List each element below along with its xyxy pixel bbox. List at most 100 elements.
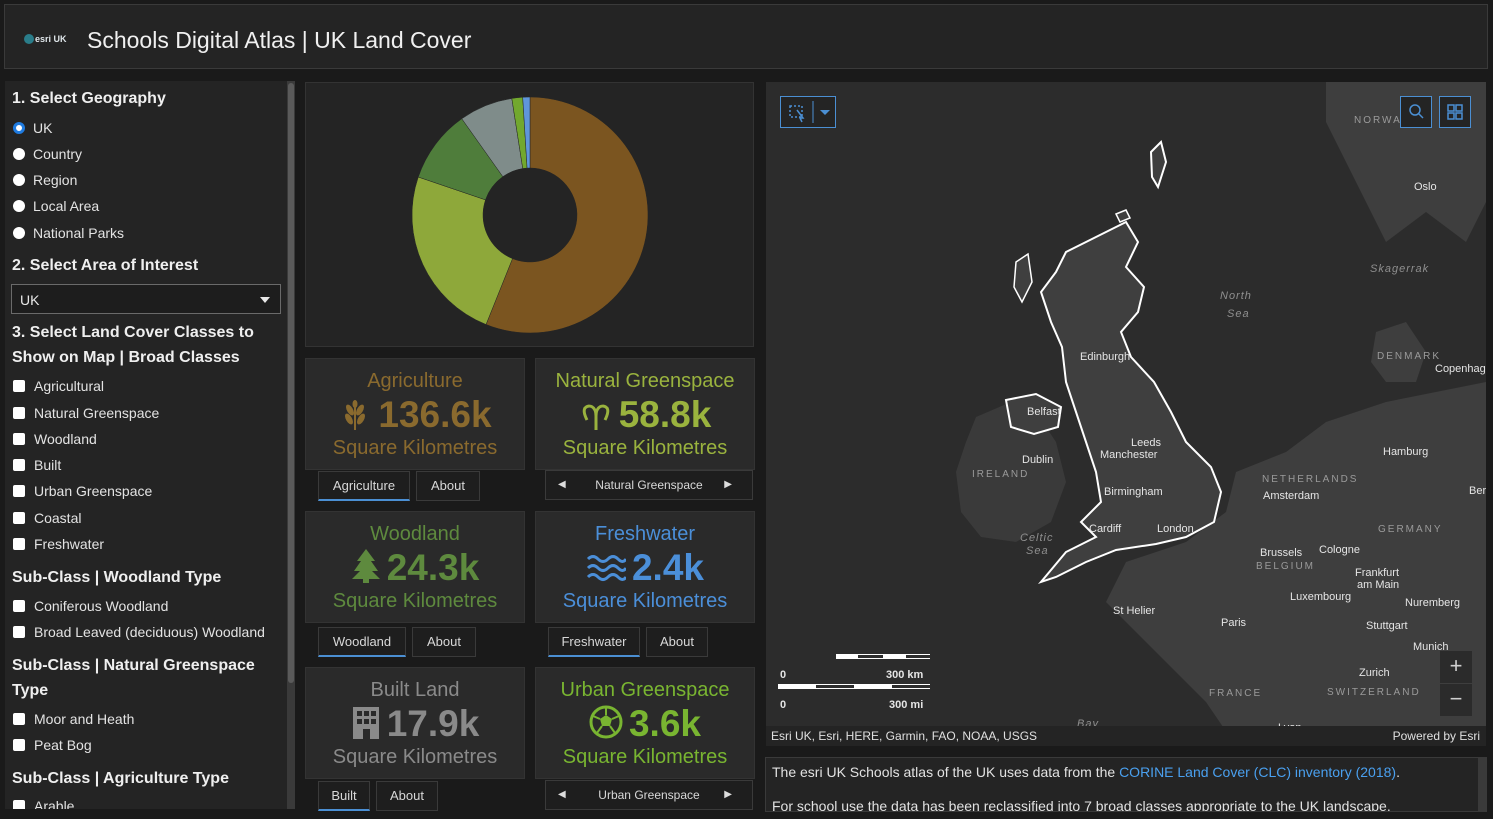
tab-about[interactable]: About bbox=[416, 471, 480, 501]
class-checkbox-urban-greenspace[interactable]: Urban Greenspace bbox=[13, 482, 152, 500]
woodland-checkbox-broadleaved[interactable]: Broad Leaved (deciduous) Woodland bbox=[13, 623, 265, 641]
checkbox[interactable] bbox=[13, 380, 25, 392]
class-checkbox-woodland[interactable]: Woodland bbox=[13, 430, 97, 448]
card-value-row: 3.6k bbox=[536, 703, 754, 745]
checkbox[interactable] bbox=[13, 512, 25, 524]
card-value-row: 24.3k bbox=[306, 547, 524, 589]
map-label: BELGIUM bbox=[1256, 561, 1316, 572]
water-icon bbox=[586, 555, 628, 581]
checkbox[interactable] bbox=[13, 626, 25, 638]
greenspace-checkbox-moor[interactable]: Moor and Heath bbox=[13, 710, 134, 728]
class-checkbox-coastal[interactable]: Coastal bbox=[13, 509, 81, 527]
checkbox[interactable] bbox=[13, 433, 25, 445]
checkbox[interactable] bbox=[13, 459, 25, 471]
map-label: St Helier bbox=[1113, 605, 1156, 617]
class-checkbox-freshwater[interactable]: Freshwater bbox=[13, 535, 104, 553]
map-label: Celtic bbox=[1020, 532, 1054, 544]
radio[interactable] bbox=[13, 200, 25, 212]
card-value: 3.6k bbox=[628, 703, 701, 744]
zoom-out-button[interactable]: − bbox=[1440, 684, 1472, 716]
agri-checkbox-arable[interactable]: Arable bbox=[13, 797, 74, 809]
class-checkbox-agricultural[interactable]: Agricultural bbox=[13, 377, 104, 395]
powered-by-link[interactable]: Powered by Esri bbox=[1392, 729, 1480, 743]
map-label: IRELAND bbox=[972, 469, 1030, 480]
geo-option-national-parks[interactable]: National Parks bbox=[13, 224, 124, 242]
map-search-button[interactable] bbox=[1400, 96, 1432, 128]
info-scrollbar[interactable] bbox=[1478, 758, 1486, 811]
tree-icon bbox=[351, 549, 380, 583]
geo-option-country[interactable]: Country bbox=[13, 145, 82, 163]
plus-icon: + bbox=[1449, 653, 1463, 678]
map-label: Paris bbox=[1221, 617, 1247, 629]
tab-about[interactable]: About bbox=[376, 781, 438, 811]
select-tool-button[interactable] bbox=[780, 96, 836, 128]
sidebar-scrollbar[interactable] bbox=[287, 81, 295, 809]
scrollbar-thumb[interactable] bbox=[288, 83, 294, 683]
scale-zero-km: 0 bbox=[780, 669, 787, 681]
zoom-in-button[interactable]: + bbox=[1440, 651, 1472, 683]
tab-woodland[interactable]: Woodland bbox=[318, 627, 406, 657]
esri-uk-logo: esri UK bbox=[24, 34, 67, 44]
tab-about[interactable]: About bbox=[646, 627, 708, 657]
chevron-down-icon bbox=[260, 297, 270, 303]
checkbox[interactable] bbox=[13, 713, 25, 725]
sidebar: 1. Select Geography UK Country Region Lo… bbox=[5, 81, 295, 809]
map-view[interactable]: NORWA Oslo Skagerrak North Sea DENMARK C… bbox=[766, 82, 1486, 746]
map-label: London bbox=[1157, 523, 1194, 535]
area-select[interactable]: UK bbox=[11, 284, 281, 314]
map-label: Stuttgart bbox=[1366, 620, 1408, 632]
prev-arrow-icon[interactable]: ◀ bbox=[558, 789, 566, 800]
map-basemap bbox=[956, 82, 1486, 746]
basemap-gallery-button[interactable] bbox=[1439, 96, 1471, 128]
woodland-checkbox-coniferous[interactable]: Coniferous Woodland bbox=[13, 597, 168, 615]
corine-link[interactable]: CORINE Land Cover (CLC) inventory (2018) bbox=[1119, 764, 1397, 780]
radio-selected[interactable] bbox=[13, 122, 25, 134]
checkbox[interactable] bbox=[13, 485, 25, 497]
checkbox[interactable] bbox=[13, 739, 25, 751]
tab-agriculture[interactable]: Agriculture bbox=[318, 471, 410, 501]
map-label: Amsterdam bbox=[1263, 490, 1320, 502]
checkbox[interactable] bbox=[13, 800, 25, 809]
prev-arrow-icon[interactable]: ◀ bbox=[558, 479, 566, 490]
geo-option-local-area[interactable]: Local Area bbox=[13, 197, 99, 215]
map-label: GERMANY bbox=[1378, 524, 1443, 535]
radio[interactable] bbox=[13, 227, 25, 239]
card-value: 2.4k bbox=[631, 547, 704, 588]
map-label: Cardiff bbox=[1089, 523, 1122, 535]
tab-about[interactable]: About bbox=[412, 627, 476, 657]
map-label: am Main bbox=[1357, 579, 1400, 591]
class-checkbox-built[interactable]: Built bbox=[13, 456, 61, 474]
checkbox[interactable] bbox=[13, 407, 25, 419]
tab-built[interactable]: Built bbox=[318, 781, 370, 811]
geo-option-uk[interactable]: UK bbox=[13, 119, 52, 137]
map-label: NETHERLANDS bbox=[1262, 474, 1359, 485]
checkbox[interactable] bbox=[13, 538, 25, 550]
tab-freshwater[interactable]: Freshwater bbox=[548, 627, 640, 657]
card-value-row: 58.8k bbox=[536, 394, 754, 436]
donut-slice-1[interactable] bbox=[411, 176, 513, 325]
card-unit: Square Kilometres bbox=[562, 590, 728, 612]
map-label: Copenhag bbox=[1435, 363, 1486, 375]
card-title: Woodland bbox=[370, 523, 460, 545]
radio[interactable] bbox=[13, 174, 25, 186]
card-title: Built Land bbox=[370, 679, 460, 701]
building-icon bbox=[352, 707, 379, 739]
app-header: esri UK Schools Digital Atlas | UK Land … bbox=[4, 4, 1488, 69]
greenspace-checkbox-peat[interactable]: Peat Bog bbox=[13, 736, 92, 754]
radio[interactable] bbox=[13, 148, 25, 160]
card-value: 136.6k bbox=[378, 394, 492, 435]
map-label: Brussels bbox=[1260, 547, 1303, 559]
map-label: Zurich bbox=[1359, 667, 1390, 679]
geo-heading: 1. Select Geography bbox=[12, 90, 166, 107]
next-arrow-icon[interactable]: ▶ bbox=[724, 479, 732, 490]
donut-slice-5[interactable] bbox=[522, 96, 531, 169]
scale-zero-mi: 0 bbox=[780, 699, 787, 711]
class-checkbox-natural-greenspace[interactable]: Natural Greenspace bbox=[13, 404, 159, 422]
geo-option-region[interactable]: Region bbox=[13, 171, 77, 189]
agri-heading: Sub-Class | Agriculture Type bbox=[12, 770, 229, 787]
pager-label: Natural Greenspace bbox=[595, 478, 703, 492]
freshwater-tabs: Freshwater About bbox=[548, 627, 718, 657]
checkbox[interactable] bbox=[13, 600, 25, 612]
card-unit: Square Kilometres bbox=[332, 590, 498, 612]
next-arrow-icon[interactable]: ▶ bbox=[724, 789, 732, 800]
